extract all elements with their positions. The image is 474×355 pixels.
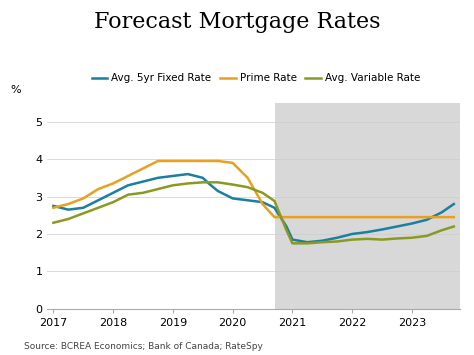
Avg. Variable Rate [304,241,310,245]
Avg. Variable Rate [290,241,295,245]
Avg. 5yr Fixed Rate [424,218,430,222]
Avg. Variable Rate [95,206,101,210]
Prime Rate [140,166,146,171]
Text: Forecast Mortgage Rates: Forecast Mortgage Rates [94,11,380,33]
Avg. 5yr Fixed Rate [170,174,176,178]
Avg. 5yr Fixed Rate [110,191,116,195]
Prime Rate [409,215,415,219]
Avg. 5yr Fixed Rate [206,181,211,186]
Avg. 5yr Fixed Rate [185,172,191,176]
Prime Rate [81,196,86,201]
Avg. Variable Rate [125,192,131,197]
Avg. Variable Rate [272,199,277,203]
Avg. 5yr Fixed Rate [409,222,415,226]
Avg. 5yr Fixed Rate [260,200,265,204]
Prime Rate [379,215,385,219]
Prime Rate [283,215,289,219]
Avg. 5yr Fixed Rate [451,202,456,206]
Prime Rate [185,159,191,163]
Prime Rate [349,215,355,219]
Avg. Variable Rate [245,185,250,189]
Avg. 5yr Fixed Rate [272,206,277,210]
Text: %: % [10,85,21,95]
Avg. Variable Rate [424,234,430,238]
Avg. Variable Rate [451,224,456,229]
Avg. Variable Rate [170,183,176,187]
Prime Rate [125,174,131,178]
Avg. Variable Rate [335,239,340,244]
Avg. Variable Rate [409,236,415,240]
Avg. 5yr Fixed Rate [200,176,206,180]
Avg. 5yr Fixed Rate [230,196,236,201]
Avg. Variable Rate [439,228,445,233]
Avg. 5yr Fixed Rate [155,176,161,180]
Avg. Variable Rate [51,220,56,225]
Avg. Variable Rate [394,236,400,241]
Prime Rate [245,176,250,180]
Prime Rate [155,159,161,163]
Prime Rate [319,215,325,219]
Avg. 5yr Fixed Rate [379,227,385,231]
Prime Rate [170,159,176,163]
Avg. 5yr Fixed Rate [65,208,71,212]
Avg. 5yr Fixed Rate [140,179,146,184]
Line: Avg. Variable Rate: Avg. Variable Rate [54,182,454,243]
Avg. 5yr Fixed Rate [81,206,86,210]
Avg. Variable Rate [260,191,265,195]
Avg. 5yr Fixed Rate [290,237,295,242]
Line: Avg. 5yr Fixed Rate: Avg. 5yr Fixed Rate [54,174,454,242]
Prime Rate [65,202,71,206]
Avg. Variable Rate [110,200,116,204]
Avg. Variable Rate [349,237,355,242]
Avg. Variable Rate [200,180,206,185]
Avg. 5yr Fixed Rate [394,224,400,229]
Avg. Variable Rate [185,181,191,186]
Avg. 5yr Fixed Rate [245,198,250,202]
Avg. 5yr Fixed Rate [283,224,289,229]
Prime Rate [439,215,445,219]
Prime Rate [290,215,295,219]
Avg. Variable Rate [140,191,146,195]
Prime Rate [95,187,101,191]
Prime Rate [110,181,116,186]
Avg. 5yr Fixed Rate [365,230,370,234]
Legend: Avg. 5yr Fixed Rate, Prime Rate, Avg. Variable Rate: Avg. 5yr Fixed Rate, Prime Rate, Avg. Va… [88,69,424,87]
Avg. 5yr Fixed Rate [125,183,131,187]
Prime Rate [272,215,277,219]
Avg. Variable Rate [379,237,385,242]
Prime Rate [230,161,236,165]
Avg. 5yr Fixed Rate [349,232,355,236]
Avg. Variable Rate [65,217,71,221]
Avg. 5yr Fixed Rate [335,236,340,240]
Avg. 5yr Fixed Rate [95,198,101,202]
Prime Rate [260,202,265,206]
Prime Rate [451,215,456,219]
Avg. 5yr Fixed Rate [319,239,325,243]
Text: Source: BCREA Economics; Bank of Canada; RateSpy: Source: BCREA Economics; Bank of Canada;… [24,343,263,351]
Avg. Variable Rate [230,182,236,187]
Avg. 5yr Fixed Rate [215,189,220,193]
Avg. Variable Rate [215,180,220,185]
Prime Rate [200,159,206,163]
Avg. Variable Rate [365,237,370,241]
Avg. Variable Rate [283,228,289,233]
Avg. Variable Rate [81,211,86,215]
Avg. 5yr Fixed Rate [439,210,445,214]
Prime Rate [51,206,56,210]
Line: Prime Rate: Prime Rate [54,161,454,217]
Prime Rate [215,159,220,163]
Avg. Variable Rate [155,187,161,191]
Avg. Variable Rate [319,240,325,244]
Avg. 5yr Fixed Rate [51,204,56,208]
Bar [274,103,460,309]
Avg. 5yr Fixed Rate [304,240,310,244]
